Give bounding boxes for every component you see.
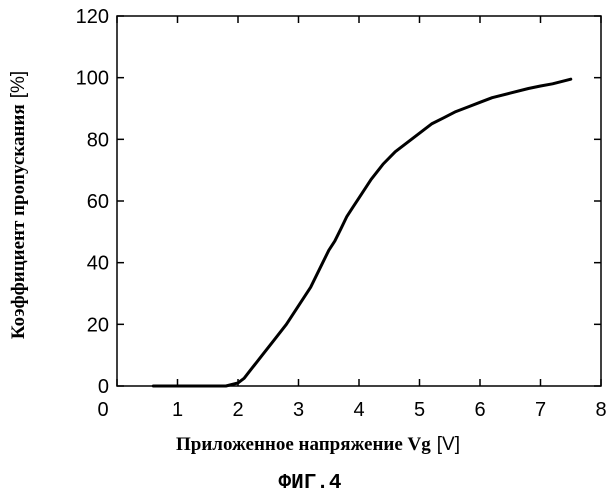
x-tick-label: 2 xyxy=(232,399,243,421)
plot-frame xyxy=(117,16,601,386)
y-tick-label: 20 xyxy=(87,314,109,336)
x-tick-label: 4 xyxy=(353,399,364,421)
y-tick-label: 40 xyxy=(87,253,109,275)
x-tick-label: 7 xyxy=(535,399,546,421)
y-tick-label: 80 xyxy=(87,129,109,151)
x-axis-label: Приложенное напряжение Vg xyxy=(176,434,431,455)
x-axis-unit: [V] xyxy=(437,434,460,455)
figure-caption: ФИГ.4 xyxy=(278,472,341,495)
plot-border xyxy=(117,16,601,386)
x-tick-label: 0 xyxy=(97,399,108,421)
x-tick-label: 5 xyxy=(414,399,425,421)
x-tick-label: 8 xyxy=(595,399,606,421)
x-tick-label: 3 xyxy=(293,399,304,421)
y-axis-unit: [%] xyxy=(8,71,29,98)
y-tick-label: 120 xyxy=(76,6,109,28)
y-axis-ticks: 0 20 40 60 80 100 120 xyxy=(76,6,601,398)
y-tick-label: 100 xyxy=(76,68,109,90)
x-axis-title: Приложенное напряжение Vg [V] xyxy=(176,434,460,455)
series-line-1 xyxy=(153,79,571,386)
series-layer xyxy=(153,79,571,386)
y-tick-label: 60 xyxy=(87,191,109,213)
x-tick-label: 6 xyxy=(474,399,485,421)
x-axis-ticks: 0 1 2 3 4 5 6 7 8 xyxy=(97,16,606,421)
y-tick-label: 0 xyxy=(98,376,109,398)
x-tick-label: 1 xyxy=(172,399,183,421)
y-axis-title: Коэффициент пропускания [%] xyxy=(8,71,29,339)
y-axis-label: Коэффициент пропускания xyxy=(8,104,29,339)
